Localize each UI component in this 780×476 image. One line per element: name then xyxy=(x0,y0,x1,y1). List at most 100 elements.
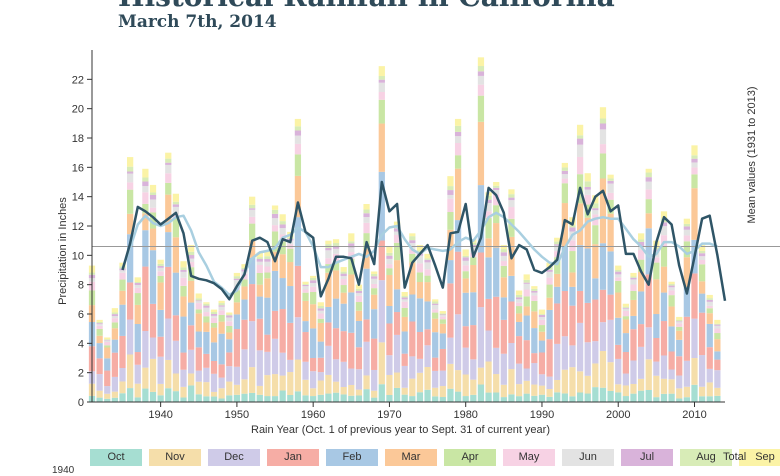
bar-1989[interactable] xyxy=(531,286,538,402)
bar-2012[interactable] xyxy=(706,294,713,402)
bar-1994[interactable] xyxy=(569,217,576,402)
bar-1953[interactable] xyxy=(256,252,263,402)
bar-1973[interactable] xyxy=(409,233,416,402)
bar-1995[interactable] xyxy=(576,124,584,402)
bar-1945[interactable] xyxy=(195,293,202,402)
bar-1952[interactable] xyxy=(249,196,256,402)
bar-1951[interactable] xyxy=(241,264,248,402)
legend-jul[interactable]: Jul xyxy=(621,449,673,466)
bar-1938[interactable] xyxy=(142,168,149,402)
bar-1999[interactable] xyxy=(607,174,614,402)
bar-1977[interactable] xyxy=(439,311,446,402)
bar-2013[interactable] xyxy=(714,319,721,402)
legend-jun[interactable]: Jun xyxy=(562,449,614,466)
legend-aug[interactable]: Aug xyxy=(680,449,732,466)
bar-segment-mar xyxy=(523,306,530,316)
bar-2004[interactable] xyxy=(645,168,652,402)
bar-1968[interactable] xyxy=(371,271,378,402)
legend-total[interactable]: Total xyxy=(723,451,747,463)
legend-sep[interactable]: Sep xyxy=(739,449,780,466)
bar-2000[interactable] xyxy=(615,265,622,402)
bar-1947[interactable] xyxy=(210,309,218,402)
legend-dec[interactable]: Dec xyxy=(208,449,260,466)
bar-1980[interactable] xyxy=(462,249,469,402)
bar-1960[interactable] xyxy=(310,275,317,402)
bar-1942[interactable] xyxy=(172,193,180,402)
bar-segment-jun xyxy=(378,82,385,93)
bar-1964[interactable] xyxy=(340,267,347,402)
bar-2005[interactable] xyxy=(653,240,660,402)
legend-may[interactable]: May xyxy=(503,449,555,466)
bar-2010[interactable] xyxy=(691,145,698,402)
bar-segment-aug xyxy=(470,242,477,245)
bar-1985[interactable] xyxy=(500,245,507,402)
bar-1993[interactable] xyxy=(561,162,568,402)
legend-nov[interactable]: Nov xyxy=(149,449,201,466)
legend-feb[interactable]: Feb xyxy=(326,449,378,466)
bar-2007[interactable] xyxy=(668,281,675,402)
bar-1955[interactable] xyxy=(271,205,279,402)
bar-1936[interactable] xyxy=(127,157,134,402)
legend-jan[interactable]: Jan xyxy=(267,449,319,466)
bar-1949[interactable] xyxy=(226,312,233,402)
bar-1975[interactable] xyxy=(424,253,431,402)
bar-1976[interactable] xyxy=(432,299,439,402)
bar-1997[interactable] xyxy=(592,195,599,402)
bar-1974[interactable] xyxy=(416,245,424,402)
bar-1990[interactable] xyxy=(538,309,546,402)
bar-2008[interactable] xyxy=(676,316,683,402)
bar-1979[interactable] xyxy=(454,118,462,402)
bar-1948[interactable] xyxy=(218,300,225,402)
bar-1937[interactable] xyxy=(134,277,141,402)
bar-1991[interactable] xyxy=(546,262,553,402)
bar-segment-nov xyxy=(500,384,507,398)
bar-1946[interactable] xyxy=(203,302,210,402)
legend-apr[interactable]: Apr xyxy=(444,449,496,466)
bar-2001[interactable] xyxy=(622,303,629,402)
bar-1957[interactable] xyxy=(287,231,294,402)
bar-1971[interactable] xyxy=(393,221,401,402)
bar-2003[interactable] xyxy=(637,233,645,402)
bar-1970[interactable] xyxy=(386,246,393,402)
bar-1950[interactable] xyxy=(233,272,241,402)
bar-1943[interactable] xyxy=(180,261,187,402)
bar-segment-jun xyxy=(493,189,500,195)
bar-1967[interactable] xyxy=(363,204,370,402)
bar-1958[interactable] xyxy=(294,118,302,402)
bar-1998[interactable] xyxy=(599,107,607,402)
bar-1972[interactable] xyxy=(401,292,408,402)
bar-1978[interactable] xyxy=(447,176,454,402)
bar-1961[interactable] xyxy=(317,302,324,402)
bar-1981[interactable] xyxy=(470,239,477,402)
bar-segment-oct xyxy=(676,398,683,402)
bar-1941[interactable] xyxy=(165,152,172,402)
bar-1932[interactable] xyxy=(96,319,103,402)
bar-1983[interactable] xyxy=(485,192,492,402)
bar-1959[interactable] xyxy=(302,281,309,402)
bar-1935[interactable] xyxy=(119,262,126,402)
bar-2006[interactable] xyxy=(660,211,668,402)
bar-1934[interactable] xyxy=(111,308,118,402)
bar-2011[interactable] xyxy=(698,245,706,402)
bar-1988[interactable] xyxy=(523,274,530,402)
bar-2009[interactable] xyxy=(683,218,690,402)
bar-1954[interactable] xyxy=(264,250,271,402)
bar-segment-dec xyxy=(310,371,317,389)
bar-2002[interactable] xyxy=(630,272,637,402)
bar-1969[interactable] xyxy=(378,66,385,402)
bar-1987[interactable] xyxy=(515,290,523,402)
bar-segment-jul xyxy=(157,265,164,268)
bar-1982[interactable] xyxy=(477,57,485,402)
bar-1940[interactable] xyxy=(157,259,164,402)
bar-1962[interactable] xyxy=(325,240,332,402)
bar-segment-jun xyxy=(355,293,363,296)
bar-segment-jun xyxy=(698,256,706,260)
bar-segment-jun xyxy=(714,325,721,329)
legend-oct[interactable]: Oct xyxy=(90,449,142,466)
legend-mar[interactable]: Mar xyxy=(385,449,437,466)
bar-segment-sep xyxy=(660,211,668,219)
bar-1966[interactable] xyxy=(355,284,363,402)
bar-1933[interactable] xyxy=(104,337,111,402)
bar-segment-oct xyxy=(500,397,507,402)
bar-1939[interactable] xyxy=(149,184,157,402)
